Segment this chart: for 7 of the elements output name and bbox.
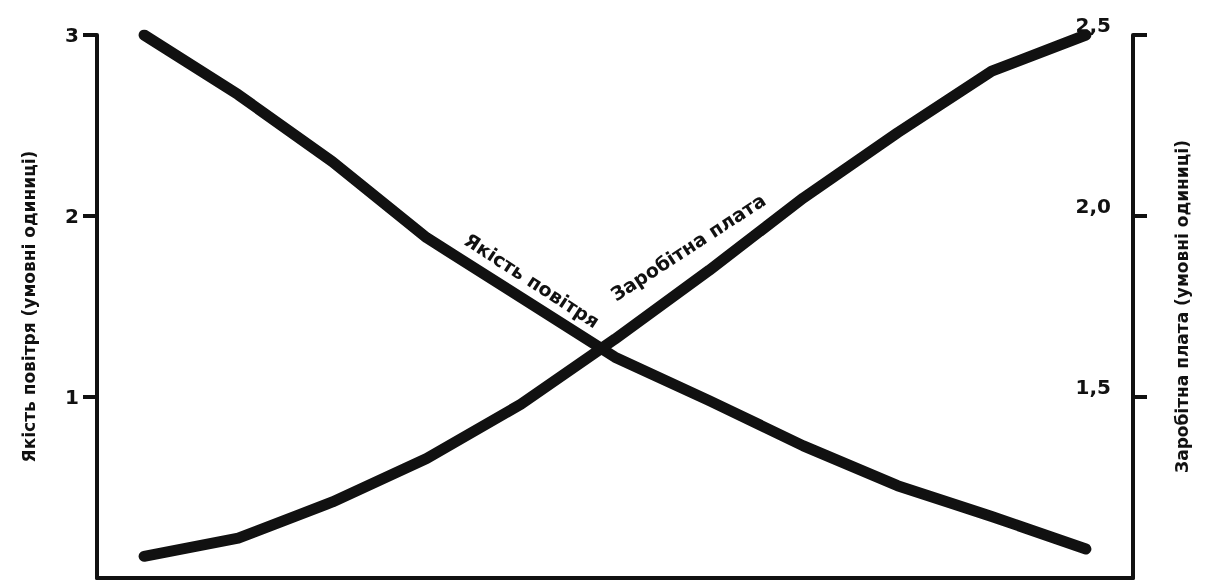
- y-axis-title: Якість повітря (умовні одиниці): [18, 150, 39, 463]
- y2-tick-label: 1,5: [1075, 375, 1111, 399]
- y2-tick-label: 2,0: [1075, 194, 1111, 218]
- y2-axis-title: Заробітна плата (умовні одиниці): [1171, 140, 1192, 473]
- y-tick-label: 3: [65, 23, 79, 47]
- y-tick-label: 2: [65, 204, 79, 228]
- y-tick-label: 1: [65, 385, 79, 409]
